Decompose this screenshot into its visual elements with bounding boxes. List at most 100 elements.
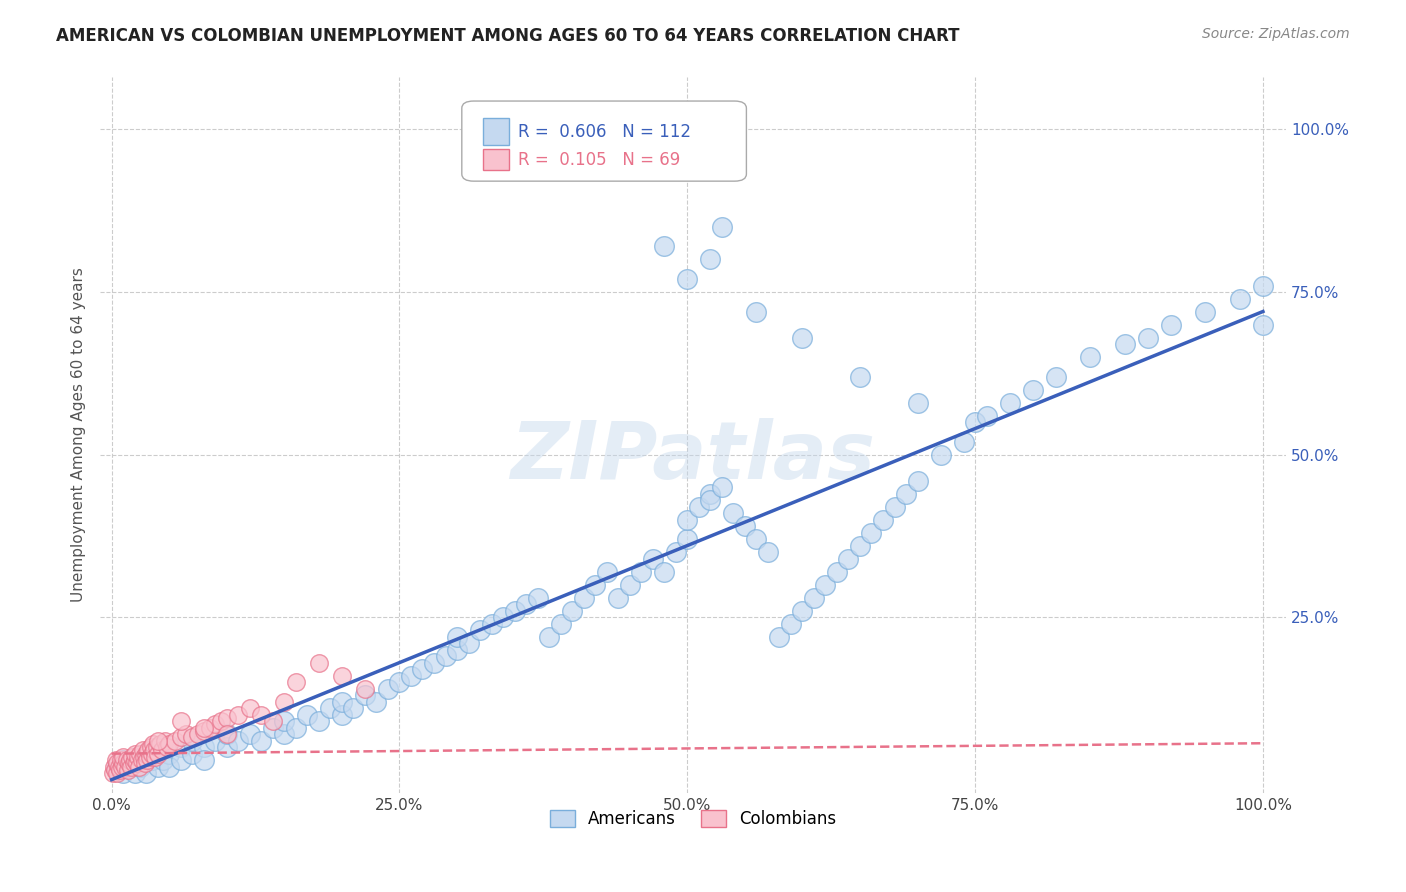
FancyBboxPatch shape [484, 149, 509, 170]
Point [388, 675, 411, 690]
Point [146, 759, 169, 773]
Point [342, 701, 364, 715]
Point [745, 304, 768, 318]
Point [894, 486, 917, 500]
Point [481, 616, 503, 631]
Point [121, 750, 143, 764]
Point [780, 616, 803, 631]
Point [124, 766, 146, 780]
Point [665, 545, 688, 559]
Point [112, 756, 135, 771]
Point [110, 753, 132, 767]
Point [157, 759, 180, 773]
Point [1251, 318, 1274, 332]
FancyBboxPatch shape [461, 101, 747, 181]
Point [883, 500, 905, 514]
Point [131, 753, 153, 767]
Point [699, 486, 721, 500]
Point [907, 395, 929, 409]
Point [101, 766, 124, 780]
Point [215, 727, 238, 741]
Point [193, 723, 215, 738]
Point [652, 565, 675, 579]
Point [124, 753, 146, 767]
Point [105, 756, 128, 771]
Point [107, 759, 129, 773]
Point [108, 763, 131, 777]
Point [273, 695, 295, 709]
Point [239, 727, 262, 741]
Point [105, 759, 128, 773]
Point [330, 695, 353, 709]
Point [837, 551, 859, 566]
Point [105, 753, 128, 767]
Point [193, 721, 215, 735]
Point [1021, 383, 1043, 397]
Point [457, 636, 479, 650]
Point [112, 753, 135, 767]
Text: R =  0.606   N = 112: R = 0.606 N = 112 [517, 123, 690, 141]
Point [1251, 278, 1274, 293]
Point [538, 630, 561, 644]
Point [141, 753, 163, 767]
Legend: Americans, Colombians: Americans, Colombians [543, 803, 844, 834]
Point [127, 750, 149, 764]
Point [446, 642, 468, 657]
Point [124, 753, 146, 767]
Text: ZIPatlas: ZIPatlas [510, 417, 876, 495]
Point [952, 434, 974, 449]
Point [377, 681, 399, 696]
Point [132, 750, 155, 764]
Point [1078, 350, 1101, 364]
Point [814, 577, 837, 591]
Point [250, 733, 273, 747]
Point [596, 565, 619, 579]
Point [170, 731, 193, 745]
Point [1114, 337, 1136, 351]
Point [112, 750, 135, 764]
Point [170, 740, 193, 755]
Point [619, 577, 641, 591]
Point [181, 731, 204, 745]
Point [468, 623, 491, 637]
Point [135, 766, 157, 780]
Point [297, 707, 319, 722]
Point [114, 759, 136, 773]
Point [561, 604, 583, 618]
Point [135, 747, 157, 761]
Point [117, 763, 139, 777]
Point [136, 753, 159, 767]
Point [250, 707, 273, 722]
Point [209, 714, 232, 728]
Point [366, 695, 388, 709]
Point [215, 740, 238, 755]
Point [1136, 330, 1159, 344]
Point [181, 747, 204, 761]
Text: AMERICAN VS COLOMBIAN UNEMPLOYMENT AMONG AGES 60 TO 64 YEARS CORRELATION CHART: AMERICAN VS COLOMBIAN UNEMPLOYMENT AMONG… [56, 27, 960, 45]
Point [825, 565, 848, 579]
Point [676, 512, 699, 526]
Point [399, 668, 422, 682]
Point [128, 759, 150, 773]
Point [284, 675, 307, 690]
Point [146, 740, 169, 755]
Point [125, 756, 148, 771]
Point [176, 727, 198, 741]
Point [163, 733, 186, 747]
Point [138, 743, 160, 757]
Point [273, 714, 295, 728]
Point [129, 747, 152, 761]
Point [998, 395, 1021, 409]
Point [699, 493, 721, 508]
Point [1045, 369, 1067, 384]
Point [734, 519, 756, 533]
Point [308, 656, 330, 670]
Point [115, 753, 138, 767]
Point [204, 717, 226, 731]
Point [423, 656, 446, 670]
Point [118, 759, 141, 773]
Point [142, 737, 165, 751]
Point [170, 714, 193, 728]
Point [138, 750, 160, 764]
Point [330, 707, 353, 722]
